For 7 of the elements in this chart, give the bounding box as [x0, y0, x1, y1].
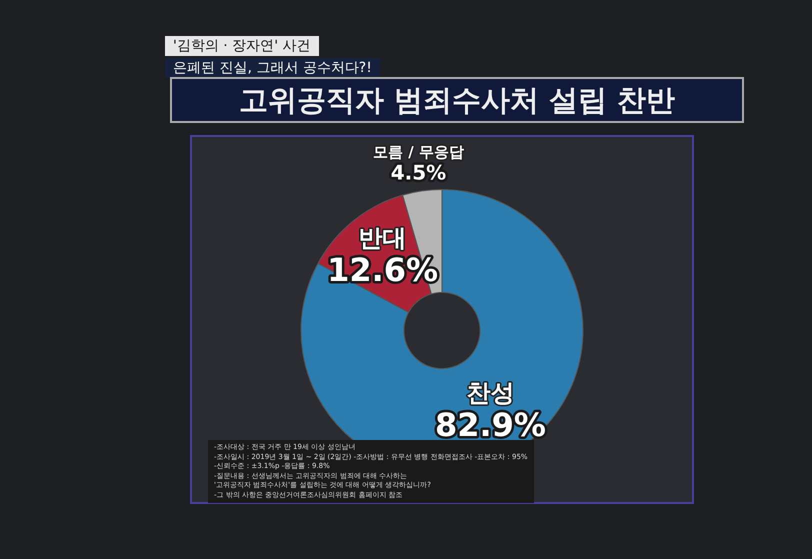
slice-label: 모름 / 무응답	[373, 143, 464, 162]
chart-subtitle: '김학의 · 장자연' 사건 은폐된 진실, 그래서 공수처다?!	[172, 37, 373, 78]
slice-label: 찬성	[466, 379, 514, 408]
chart-title: 고위공직자 범죄수사처 설립 찬반	[170, 77, 744, 123]
data-label: 82.9%	[434, 406, 546, 444]
slice-label: 반대	[358, 224, 407, 252]
data-label: 4.5%	[390, 160, 446, 184]
